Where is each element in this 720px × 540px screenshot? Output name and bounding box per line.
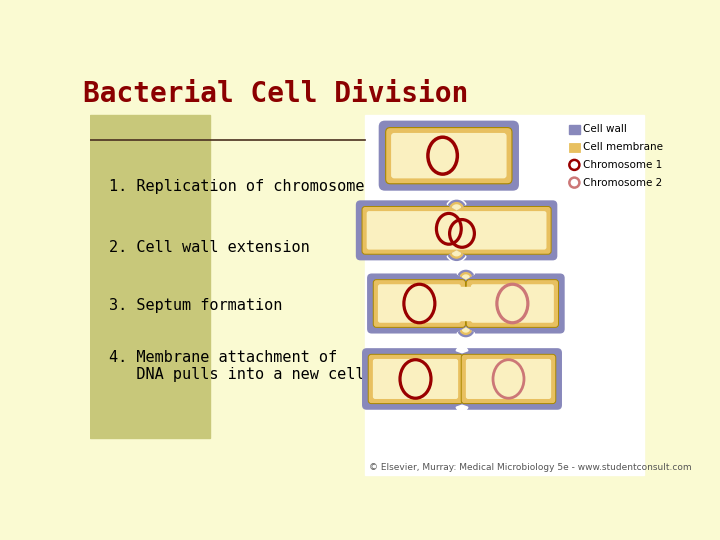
FancyBboxPatch shape — [362, 206, 551, 254]
FancyBboxPatch shape — [467, 280, 559, 327]
Wedge shape — [457, 269, 474, 279]
FancyBboxPatch shape — [373, 280, 466, 327]
FancyBboxPatch shape — [455, 348, 562, 410]
Bar — [569, 143, 580, 152]
FancyBboxPatch shape — [362, 348, 469, 410]
FancyBboxPatch shape — [391, 133, 507, 178]
Text: Cell wall: Cell wall — [583, 125, 627, 134]
Wedge shape — [456, 405, 468, 411]
Wedge shape — [461, 328, 472, 334]
Wedge shape — [449, 251, 464, 260]
Wedge shape — [459, 271, 473, 279]
Bar — [365, 115, 644, 475]
Text: 4. Membrane attachment of
   DNA pulls into a new cell.: 4. Membrane attachment of DNA pulls into… — [109, 350, 374, 382]
FancyBboxPatch shape — [471, 284, 554, 323]
Wedge shape — [447, 251, 466, 262]
Text: Bacterial Cell Division: Bacterial Cell Division — [84, 80, 469, 108]
Bar — [456, 287, 480, 320]
FancyBboxPatch shape — [356, 200, 557, 260]
Wedge shape — [457, 328, 474, 338]
FancyBboxPatch shape — [368, 354, 463, 403]
Wedge shape — [451, 202, 463, 210]
FancyBboxPatch shape — [373, 359, 458, 399]
Text: Chromosome 1: Chromosome 1 — [583, 160, 662, 170]
Wedge shape — [462, 275, 469, 279]
FancyBboxPatch shape — [460, 273, 564, 334]
Text: Cell membrane: Cell membrane — [583, 142, 663, 152]
Wedge shape — [453, 251, 461, 256]
FancyBboxPatch shape — [367, 273, 472, 334]
FancyBboxPatch shape — [456, 278, 480, 329]
FancyBboxPatch shape — [386, 127, 512, 184]
Text: © Elsevier, Murray: Medical Microbiology 5e - www.studentconsult.com: © Elsevier, Murray: Medical Microbiology… — [369, 463, 692, 472]
Wedge shape — [462, 328, 469, 332]
FancyBboxPatch shape — [366, 211, 546, 249]
Wedge shape — [447, 199, 466, 210]
FancyBboxPatch shape — [378, 284, 461, 323]
FancyBboxPatch shape — [379, 120, 519, 191]
Wedge shape — [459, 328, 473, 336]
FancyBboxPatch shape — [462, 354, 556, 403]
Bar — [569, 125, 580, 134]
Text: Chromosome 2: Chromosome 2 — [583, 178, 662, 187]
FancyBboxPatch shape — [466, 359, 551, 399]
Wedge shape — [461, 273, 472, 279]
Wedge shape — [453, 205, 461, 210]
Wedge shape — [451, 251, 463, 258]
Text: 1. Replication of chromosome: 1. Replication of chromosome — [109, 179, 365, 194]
Wedge shape — [449, 200, 464, 210]
Bar — [456, 283, 480, 325]
Wedge shape — [456, 347, 468, 353]
Bar — [90, 115, 210, 438]
Text: 2. Cell wall extension: 2. Cell wall extension — [109, 240, 310, 255]
Text: 3. Septum formation: 3. Septum formation — [109, 298, 283, 313]
